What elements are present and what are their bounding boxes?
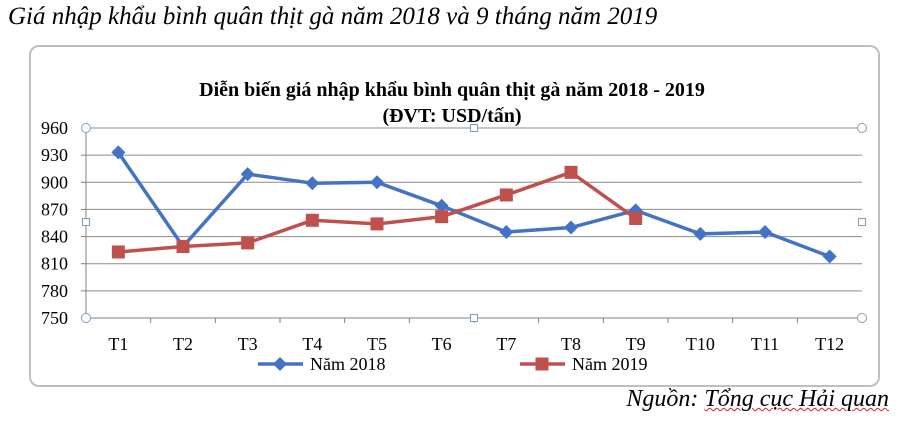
y-tick-label-930: 930 bbox=[41, 145, 68, 165]
data-point-n-m-2019-t2 bbox=[176, 240, 190, 254]
chart-subtitle: (ĐVT: USD/tấn) bbox=[382, 105, 521, 127]
axes: 750 780 810 840 870 900 930 960 T1 T2 T3 T4 T5 T6 T7 T8… bbox=[41, 118, 863, 354]
plot-handle-3 bbox=[82, 218, 90, 226]
plot-handle-2 bbox=[857, 123, 867, 133]
source-name: Tổng cục Hải quan bbox=[704, 386, 889, 412]
x-tick-label-t11: T11 bbox=[751, 334, 779, 354]
data-point-n-m-2019-t8 bbox=[564, 165, 578, 179]
series-line-n-m-2018 bbox=[116, 151, 831, 259]
x-tick-label-t2: T2 bbox=[173, 334, 193, 354]
legend: Năm 2018 Năm 2019 bbox=[258, 354, 648, 374]
data-point-n-m-2019-t6 bbox=[435, 210, 449, 224]
data-point-n-m-2019-t3 bbox=[241, 236, 255, 250]
data-point-n-m-2018-t10 bbox=[693, 226, 708, 241]
legend-label-n-m-2019: Năm 2019 bbox=[572, 354, 648, 374]
data-point-n-m-2019-t4 bbox=[305, 213, 319, 227]
data-point-n-m-2018-t7 bbox=[499, 225, 514, 240]
plot-handle-6 bbox=[470, 314, 478, 322]
series-lines bbox=[111, 145, 837, 264]
gridlines bbox=[86, 127, 862, 292]
plot-handle-0 bbox=[81, 123, 91, 133]
legend-marker-n-m-2018 bbox=[273, 357, 287, 371]
data-point-n-m-2018-t3 bbox=[240, 167, 255, 182]
source-prefix: Nguồn: bbox=[626, 386, 705, 412]
legend-label-n-m-2018: Năm 2018 bbox=[310, 354, 386, 374]
x-tick-label-t7: T7 bbox=[496, 334, 516, 354]
plot-handle-7 bbox=[857, 313, 867, 323]
legend-marker-n-m-2019 bbox=[535, 357, 549, 371]
y-tick-label-750: 750 bbox=[41, 308, 68, 328]
x-tick-label-t5: T5 bbox=[367, 334, 387, 354]
data-point-n-m-2018-t1 bbox=[111, 145, 126, 160]
chart-frame bbox=[29, 45, 880, 387]
y-tick-label-810: 810 bbox=[41, 254, 68, 274]
y-tick-label-840: 840 bbox=[41, 227, 68, 247]
data-point-n-m-2018-t12 bbox=[822, 249, 837, 264]
x-tick-label-t1: T1 bbox=[108, 334, 128, 354]
chart-title: Diễn biến giá nhập khẩu bình quân thịt g… bbox=[199, 79, 705, 101]
data-point-n-m-2019-t1 bbox=[111, 245, 125, 259]
x-tick-label-t3: T3 bbox=[238, 334, 258, 354]
plot-handle-5 bbox=[81, 313, 91, 323]
data-point-n-m-2019-t9 bbox=[629, 211, 643, 225]
y-tick-label-960: 960 bbox=[41, 118, 68, 138]
data-point-n-m-2019-t7 bbox=[499, 188, 513, 202]
data-point-n-m-2018-t4 bbox=[305, 176, 320, 191]
data-point-n-m-2018-t5 bbox=[370, 175, 384, 190]
data-point-n-m-2018-t6 bbox=[434, 198, 449, 213]
x-tick-label-t6: T6 bbox=[432, 334, 452, 354]
x-tick-label-t9: T9 bbox=[626, 334, 646, 354]
x-tick-label-t12: T12 bbox=[815, 334, 844, 354]
data-point-n-m-2019-t5 bbox=[370, 217, 384, 231]
data-point-n-m-2018-t11 bbox=[758, 225, 772, 240]
plot-handle-4 bbox=[858, 218, 866, 226]
x-tick-label-t4: T4 bbox=[302, 334, 322, 354]
x-tick-label-t10: T10 bbox=[686, 334, 715, 354]
source-note: Nguồn: Tổng cục Hải quan bbox=[626, 386, 889, 413]
y-tick-label-900: 900 bbox=[41, 172, 68, 192]
data-point-n-m-2018-t8 bbox=[564, 220, 578, 235]
selection-handles bbox=[81, 123, 867, 323]
y-tick-label-780: 780 bbox=[41, 281, 68, 301]
plot-handle-1 bbox=[470, 124, 478, 132]
page-heading: Giá nhập khẩu bình quân thịt gà năm 2018… bbox=[8, 3, 658, 30]
x-tick-label-t8: T8 bbox=[561, 334, 581, 354]
y-tick-label-870: 870 bbox=[41, 199, 68, 219]
